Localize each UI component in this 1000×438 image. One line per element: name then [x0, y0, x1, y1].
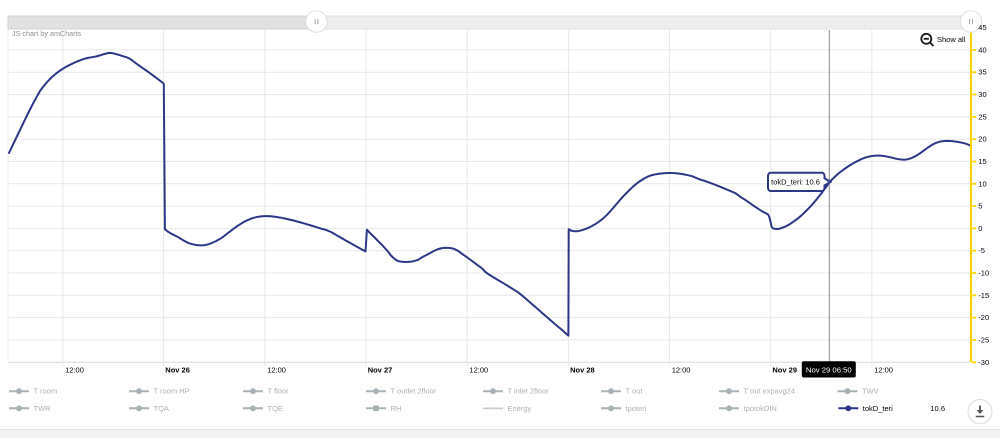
svg-text:Nov 27: Nov 27	[368, 366, 393, 375]
svg-text:30: 30	[978, 90, 986, 99]
svg-text:25: 25	[978, 112, 986, 121]
svg-text:Energy: Energy	[508, 404, 532, 413]
svg-text:0: 0	[978, 224, 982, 233]
svg-text:Nov 28: Nov 28	[570, 366, 595, 375]
svg-text:tpoteri: tpoteri	[626, 404, 647, 413]
svg-text:T floor: T floor	[268, 387, 290, 396]
svg-text:TQE: TQE	[268, 404, 283, 413]
svg-text:10.6: 10.6	[930, 404, 945, 413]
svg-text:12:00: 12:00	[672, 366, 691, 375]
svg-text:JS chart by amCharts: JS chart by amCharts	[12, 29, 82, 38]
svg-text:-25: -25	[978, 335, 989, 344]
svg-text:15: 15	[978, 157, 986, 166]
svg-text:T inlet 2floor: T inlet 2floor	[508, 387, 550, 396]
svg-text:45: 45	[978, 23, 986, 32]
svg-text:-5: -5	[978, 246, 985, 255]
svg-text:-10: -10	[978, 269, 989, 278]
svg-text:-15: -15	[978, 291, 989, 300]
svg-text:Show all: Show all	[937, 35, 966, 44]
svg-text:Nov 29: Nov 29	[772, 366, 797, 375]
svg-text:Nov 26: Nov 26	[165, 366, 190, 375]
svg-text:TWR: TWR	[34, 404, 52, 413]
svg-text:12:00: 12:00	[469, 366, 488, 375]
svg-text:40: 40	[978, 45, 986, 54]
svg-text:5: 5	[978, 202, 982, 211]
svg-text:tokD_teri: 10.6: tokD_teri: 10.6	[771, 177, 820, 186]
svg-text:tokD_teri: tokD_teri	[863, 404, 893, 413]
svg-text:12:00: 12:00	[267, 366, 286, 375]
svg-text:T out: T out	[626, 387, 644, 396]
svg-text:12:00: 12:00	[874, 366, 893, 375]
svg-text:20: 20	[978, 135, 986, 144]
svg-text:35: 35	[978, 68, 986, 77]
svg-text:12:00: 12:00	[65, 366, 84, 375]
svg-text:T room: T room	[34, 387, 58, 396]
svg-text:10: 10	[978, 179, 986, 188]
svg-text:RH: RH	[391, 404, 402, 413]
svg-text:T out expavg24: T out expavg24	[744, 387, 796, 396]
svg-text:Nov 29 06:50: Nov 29 06:50	[806, 365, 852, 374]
svg-text:TWV: TWV	[862, 387, 879, 396]
svg-text:T outlet 2floor: T outlet 2floor	[391, 387, 437, 396]
svg-text:tpotokDIN: tpotokDIN	[744, 404, 777, 413]
svg-text:-20: -20	[978, 313, 989, 322]
svg-text:TQA: TQA	[154, 404, 169, 413]
svg-text:-30: -30	[978, 358, 989, 367]
svg-text:T room HP: T room HP	[154, 387, 190, 396]
